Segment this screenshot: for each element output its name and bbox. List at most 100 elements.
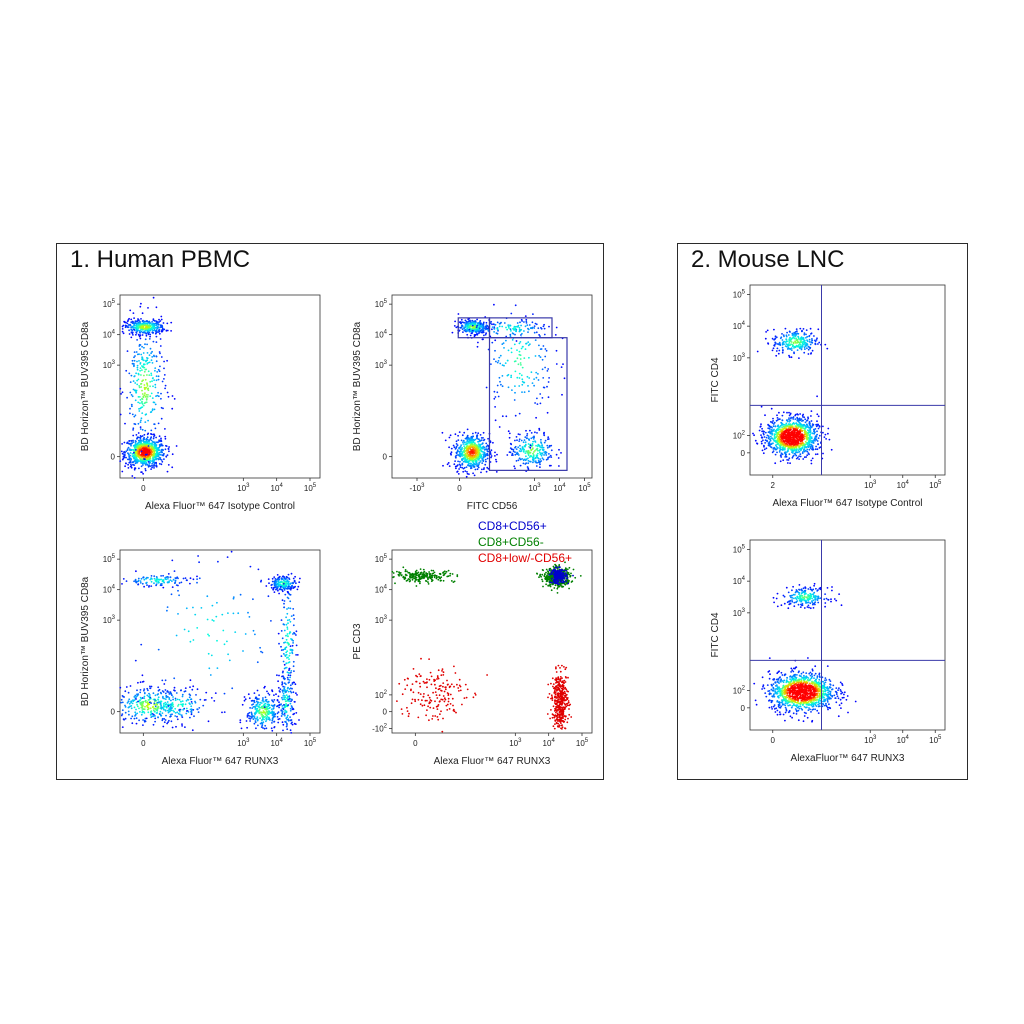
data-point bbox=[173, 686, 176, 689]
data-point bbox=[143, 346, 145, 349]
data-point bbox=[150, 580, 153, 583]
data-point bbox=[122, 695, 125, 698]
data-point bbox=[244, 633, 247, 635]
data-point bbox=[471, 319, 474, 322]
data-point bbox=[153, 453, 155, 456]
data-point bbox=[192, 685, 195, 688]
data-point bbox=[144, 338, 147, 341]
data-point bbox=[266, 703, 269, 706]
data-point bbox=[485, 445, 488, 448]
data-point bbox=[129, 448, 131, 451]
data-point bbox=[474, 431, 477, 434]
data-point bbox=[172, 578, 175, 581]
data-point bbox=[465, 475, 468, 478]
data-point bbox=[280, 703, 282, 705]
data-point bbox=[158, 456, 161, 459]
data-point bbox=[167, 448, 170, 450]
data-point bbox=[160, 706, 162, 708]
data-point bbox=[521, 458, 523, 460]
data-point bbox=[168, 698, 171, 701]
data-point bbox=[181, 695, 184, 698]
data-point bbox=[211, 604, 214, 607]
data-point bbox=[159, 345, 162, 347]
data-point bbox=[554, 563, 556, 566]
data-point bbox=[476, 451, 478, 454]
data-point bbox=[288, 688, 291, 690]
data-point bbox=[469, 441, 471, 444]
data-point bbox=[459, 326, 462, 329]
data-point bbox=[404, 570, 407, 573]
data-point bbox=[254, 713, 256, 716]
data-point bbox=[135, 449, 137, 451]
data-point bbox=[145, 325, 147, 328]
data-point bbox=[130, 707, 133, 710]
data-point bbox=[280, 649, 283, 651]
data-point bbox=[143, 436, 145, 439]
data-point bbox=[167, 691, 170, 693]
data-point bbox=[130, 403, 133, 406]
data-point bbox=[277, 632, 280, 635]
data-point bbox=[461, 458, 463, 461]
data-point bbox=[135, 454, 138, 457]
data-point bbox=[254, 633, 256, 636]
data-point bbox=[283, 629, 286, 632]
data-point bbox=[475, 449, 478, 451]
data-point bbox=[524, 315, 527, 317]
data-point bbox=[153, 451, 155, 453]
data-point bbox=[136, 383, 139, 386]
data-point bbox=[141, 582, 144, 585]
data-point bbox=[263, 703, 266, 706]
data-point bbox=[283, 577, 286, 580]
data-point bbox=[548, 573, 551, 576]
data-point bbox=[142, 464, 144, 466]
data-point bbox=[291, 708, 294, 711]
data-point bbox=[190, 711, 193, 714]
data-point bbox=[151, 397, 154, 399]
data-point bbox=[131, 702, 134, 705]
data-point bbox=[295, 582, 297, 585]
data-point bbox=[157, 395, 160, 398]
data-point bbox=[545, 583, 547, 586]
data-point bbox=[216, 601, 218, 604]
data-point bbox=[171, 395, 174, 397]
data-point bbox=[137, 321, 140, 324]
data-point bbox=[141, 697, 144, 699]
data-point bbox=[515, 452, 518, 455]
data-point bbox=[138, 335, 141, 338]
data-point bbox=[121, 325, 124, 328]
data-point bbox=[540, 326, 542, 329]
data-point bbox=[527, 344, 530, 347]
data-point bbox=[532, 455, 535, 457]
data-point bbox=[539, 463, 541, 466]
data-point bbox=[512, 327, 514, 330]
data-point bbox=[143, 695, 146, 698]
data-point bbox=[546, 411, 549, 414]
data-point bbox=[527, 328, 530, 331]
data-point bbox=[149, 347, 152, 350]
data-point bbox=[492, 441, 494, 444]
data-point bbox=[477, 456, 479, 459]
data-point bbox=[141, 322, 144, 325]
data-point bbox=[146, 320, 149, 323]
data-point bbox=[511, 389, 513, 391]
data-point bbox=[126, 448, 129, 451]
data-point bbox=[289, 588, 292, 591]
tick-label: 104 bbox=[103, 330, 116, 340]
data-point bbox=[155, 335, 158, 338]
data-point bbox=[537, 373, 539, 375]
data-point bbox=[208, 667, 211, 670]
data-point bbox=[478, 327, 481, 330]
data-point bbox=[174, 579, 177, 582]
data-point bbox=[144, 322, 147, 325]
data-point bbox=[559, 583, 562, 586]
data-point bbox=[480, 439, 483, 442]
data-point bbox=[164, 719, 167, 721]
data-point bbox=[163, 721, 166, 724]
data-point bbox=[171, 702, 174, 704]
data-point bbox=[453, 446, 456, 449]
data-point bbox=[163, 708, 165, 711]
data-point bbox=[135, 581, 138, 584]
data-point bbox=[525, 429, 527, 432]
data-point bbox=[182, 577, 185, 580]
data-point bbox=[298, 719, 300, 721]
